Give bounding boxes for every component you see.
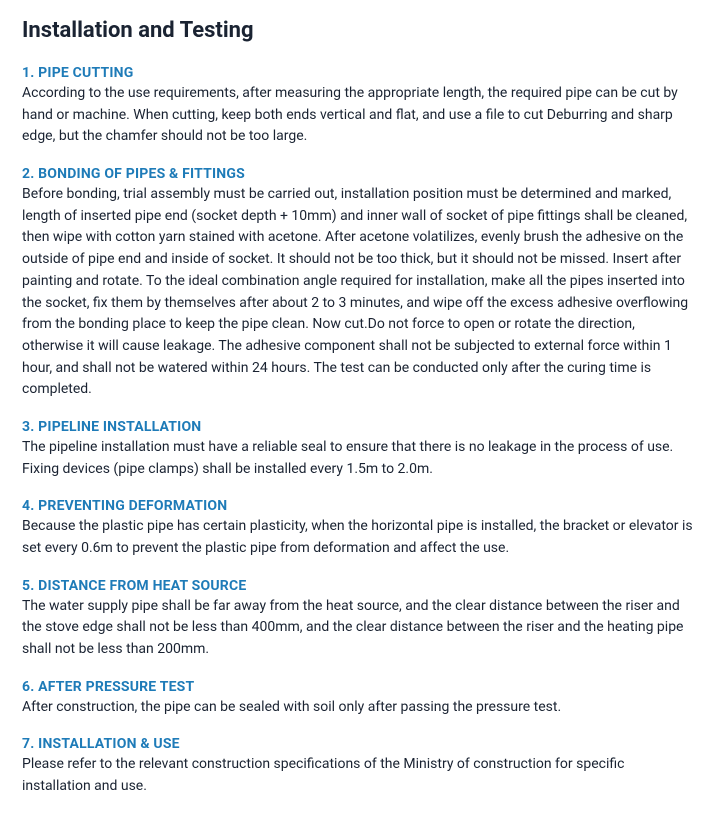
section-body: Because the plastic pipe has certain pla… — [22, 516, 693, 559]
section-7: 7. INSTALLATION & USE Please refer to th… — [22, 736, 693, 797]
section-body: Please refer to the relevant constructio… — [22, 754, 693, 797]
section-body: The pipeline installation must have a re… — [22, 437, 693, 480]
section-body: The water supply pipe shall be far away … — [22, 596, 693, 661]
section-heading: 5. DISTANCE FROM HEAT SOURCE — [22, 578, 693, 594]
section-heading: 1. PIPE CUTTING — [22, 65, 693, 81]
section-heading: 6. AFTER PRESSURE TEST — [22, 679, 693, 695]
section-2: 2. BONDING OF PIPES & FITTINGS Before bo… — [22, 166, 693, 401]
section-body: After construction, the pipe can be seal… — [22, 697, 693, 719]
section-6: 6. AFTER PRESSURE TEST After constructio… — [22, 679, 693, 719]
section-heading: 4. PREVENTING DEFORMATION — [22, 498, 693, 514]
section-heading: 7. INSTALLATION & USE — [22, 736, 693, 752]
section-body: Before bonding, trial assembly must be c… — [22, 184, 693, 401]
section-heading: 3. PIPELINE INSTALLATION — [22, 419, 693, 435]
section-body: According to the use requirements, after… — [22, 83, 693, 148]
section-1: 1. PIPE CUTTING According to the use req… — [22, 65, 693, 148]
section-3: 3. PIPELINE INSTALLATION The pipeline in… — [22, 419, 693, 480]
section-heading: 2. BONDING OF PIPES & FITTINGS — [22, 166, 693, 182]
page-title: Installation and Testing — [22, 18, 693, 43]
section-5: 5. DISTANCE FROM HEAT SOURCE The water s… — [22, 578, 693, 661]
section-4: 4. PREVENTING DEFORMATION Because the pl… — [22, 498, 693, 559]
